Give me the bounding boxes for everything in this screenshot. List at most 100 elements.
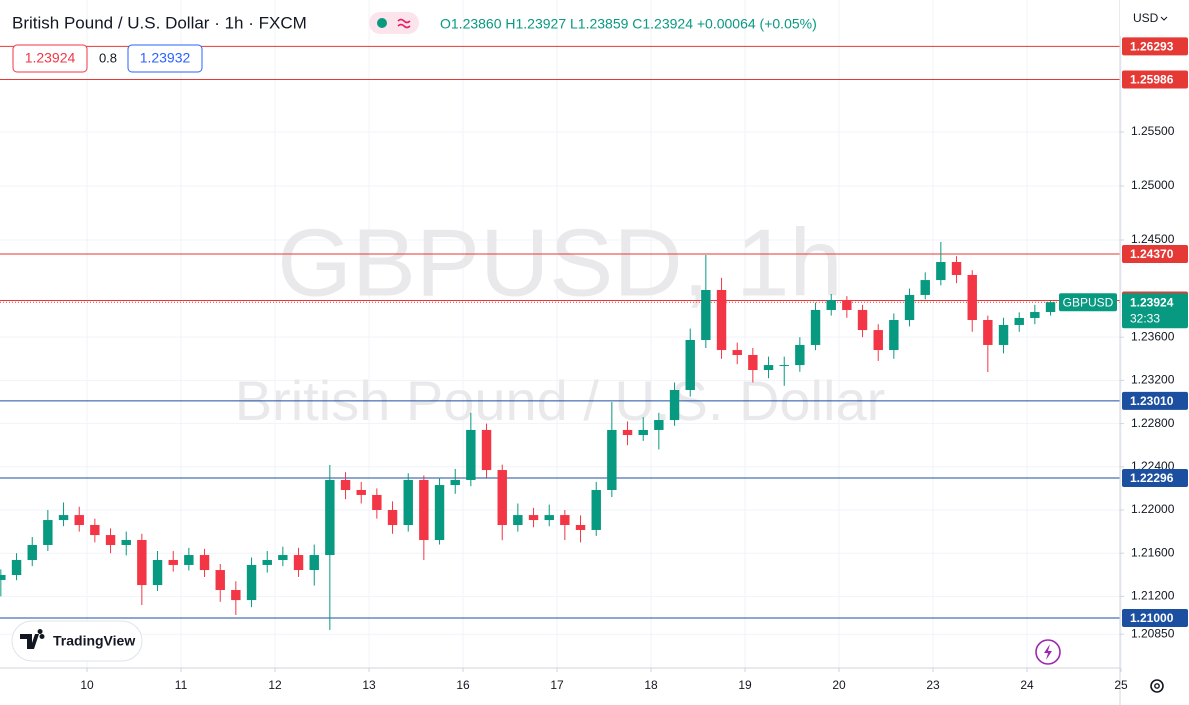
countdown: 32:33 xyxy=(1130,311,1160,325)
candle-body xyxy=(340,479,351,491)
candle-body xyxy=(544,515,554,521)
candle-body xyxy=(184,555,194,565)
currency-selector[interactable]: USD xyxy=(1133,11,1159,25)
symbol-tag: GBPUSD xyxy=(1063,295,1114,309)
spread: 0.8 xyxy=(99,50,117,65)
candle-body xyxy=(387,509,398,526)
level-label: 1.25986 xyxy=(1130,73,1174,87)
candle-body xyxy=(90,525,100,536)
grid xyxy=(0,0,1122,668)
candle-body xyxy=(215,570,225,591)
x-tick-label: 24 xyxy=(1020,678,1034,692)
candle-body xyxy=(669,389,680,421)
candle-body xyxy=(403,479,413,526)
candle-body xyxy=(575,525,586,530)
candle-body xyxy=(137,540,147,586)
candle-body xyxy=(967,274,977,321)
level-label: 1.22296 xyxy=(1130,471,1174,485)
buy-button[interactable] xyxy=(127,44,203,73)
currency-chevron xyxy=(1160,16,1168,21)
candle-body xyxy=(873,330,883,351)
bid-price: 1.23924 xyxy=(25,50,76,66)
candle-body xyxy=(889,320,899,351)
y-tick-label: 1.22000 xyxy=(1131,502,1175,516)
candle-body xyxy=(325,479,335,556)
candle-body xyxy=(43,520,53,545)
level-label: 1.26293 xyxy=(1130,40,1174,54)
level-label-bg xyxy=(1122,608,1188,627)
symbol-tag-bg xyxy=(1059,293,1117,312)
candle-body xyxy=(528,515,539,521)
candle-body xyxy=(121,540,131,545)
y-tick-label: 1.25000 xyxy=(1131,178,1175,192)
level-label-bg xyxy=(1122,70,1188,89)
y-tick-label: 1.20850 xyxy=(1131,626,1175,640)
candle-body xyxy=(842,300,852,310)
candle-body xyxy=(983,320,993,345)
settings-button[interactable] xyxy=(1150,679,1164,693)
candle-body xyxy=(685,339,695,390)
last-price-label: 1.23924 xyxy=(1130,295,1174,309)
candle-body xyxy=(654,420,664,430)
brand-badge[interactable] xyxy=(11,620,143,662)
x-tick-label: 11 xyxy=(175,678,188,692)
candle-body xyxy=(1030,312,1040,318)
y-tick-label: 1.23600 xyxy=(1131,329,1175,343)
candle-body xyxy=(419,479,429,541)
candle-body xyxy=(309,555,319,571)
candle-body xyxy=(763,365,774,371)
candle-body xyxy=(105,535,116,545)
x-tick-label: 25 xyxy=(1114,678,1128,692)
x-tick-label: 19 xyxy=(738,678,752,692)
x-tick-label: 16 xyxy=(456,678,470,692)
watermark-name: British Pound / U.S. Dollar xyxy=(235,369,885,432)
x-tick-label: 18 xyxy=(644,678,658,692)
candle-body xyxy=(591,490,601,530)
candle-body xyxy=(1014,317,1024,325)
ask-price: 1.23932 xyxy=(140,50,191,66)
ohlc-legend: O1.23860 H1.23927 L1.23859 C1.23924 +0.0… xyxy=(440,16,817,32)
lightning-icon xyxy=(1044,644,1052,660)
candle-body xyxy=(826,300,836,310)
candle-body xyxy=(622,429,633,436)
last-price-bg xyxy=(1122,293,1188,329)
candle-body xyxy=(1045,302,1056,313)
y-tick-label: 1.24500 xyxy=(1131,232,1175,246)
candle-body xyxy=(0,575,6,580)
level-label-bg xyxy=(1122,469,1188,488)
x-tick-label: 20 xyxy=(832,678,846,692)
candle-body xyxy=(998,324,1009,345)
candle-body xyxy=(497,470,507,526)
level-label-bg xyxy=(1122,37,1188,56)
brand-logo xyxy=(20,629,43,649)
candle-body xyxy=(199,555,210,571)
candle-body xyxy=(278,555,288,560)
y-tick-label: 1.22800 xyxy=(1131,416,1175,430)
y-tick-label: 1.23200 xyxy=(1131,373,1175,387)
symbol-title[interactable]: British Pound / U.S. Dollar · 1h · FXCM xyxy=(12,13,307,32)
candle-body xyxy=(716,289,727,351)
brand-logo-dot xyxy=(39,634,45,639)
settings-icon-core xyxy=(1154,683,1160,689)
x-tick-label: 13 xyxy=(362,678,376,692)
x-tick-label: 23 xyxy=(926,678,940,692)
candle-body xyxy=(638,429,648,436)
candle-body xyxy=(904,294,915,321)
watermark-symbol: GBPUSD, 1h xyxy=(277,209,843,316)
y-tick-label: 1.25500 xyxy=(1131,124,1175,138)
x-tick-label: 17 xyxy=(550,678,564,692)
candle-body xyxy=(701,289,711,340)
candle-body xyxy=(513,515,523,526)
candles xyxy=(0,242,1056,630)
candle-body xyxy=(779,365,789,367)
candle-body xyxy=(356,490,366,495)
status-badge[interactable] xyxy=(369,12,419,34)
sell-button[interactable] xyxy=(12,44,88,73)
y-tick-label: 1.21600 xyxy=(1131,545,1175,559)
level-label-bg xyxy=(1122,245,1188,264)
candle-body xyxy=(27,544,37,560)
candle-body xyxy=(74,515,84,526)
x-tick-label: 12 xyxy=(268,678,282,692)
